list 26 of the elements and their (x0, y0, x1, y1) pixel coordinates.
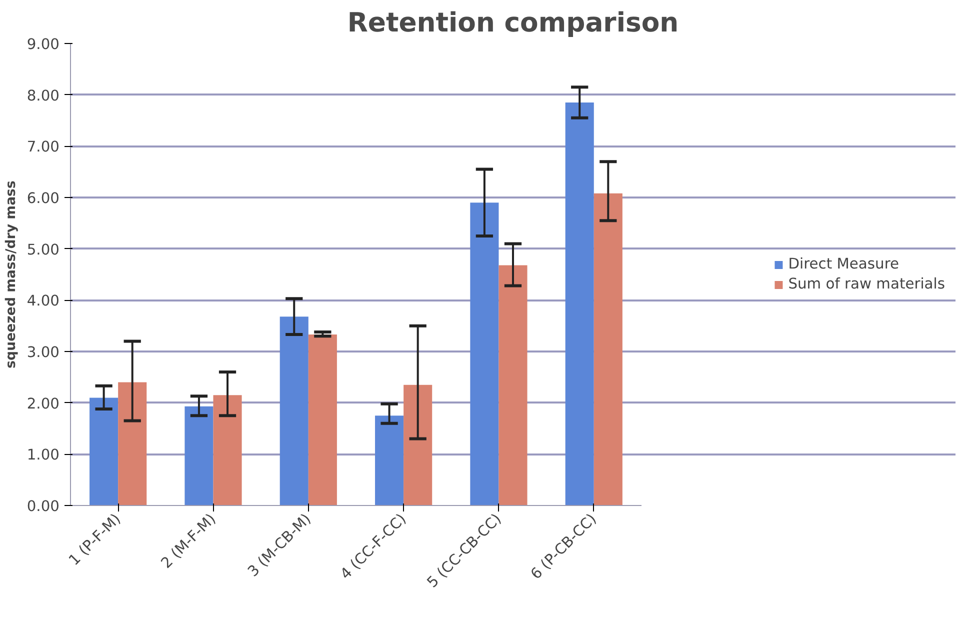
bar (404, 384, 432, 506)
y-tick-label: 6.00 (26, 190, 60, 207)
y-tick-label: 5.00 (26, 241, 60, 258)
bar (375, 416, 404, 506)
y-tick-label: 9.00 (26, 36, 60, 53)
bar (184, 406, 214, 506)
bar (565, 102, 594, 506)
y-tick-label: 1.00 (26, 446, 60, 464)
bar (498, 265, 528, 506)
y-tick-label: 4.00 (26, 292, 60, 310)
y-tick-label: 3.00 (26, 344, 60, 361)
bar (118, 382, 147, 506)
y-tick-label: 7.00 (26, 138, 60, 156)
bar (470, 202, 499, 506)
y-axis-title: squeezed mass/dry mass (4, 180, 19, 368)
y-tick-label: 8.00 (26, 87, 60, 104)
y-tick-label: 2.00 (26, 395, 60, 412)
chart-title: Retention comparison (347, 8, 679, 38)
y-tick-label: 0.00 (26, 498, 60, 515)
legend-label: Sum of raw materials (788, 276, 945, 292)
bar (90, 398, 118, 506)
bar (308, 334, 337, 506)
legend-label: Direct Measure (788, 256, 900, 272)
bar (213, 395, 242, 506)
bar (280, 316, 308, 506)
bar (594, 193, 622, 506)
